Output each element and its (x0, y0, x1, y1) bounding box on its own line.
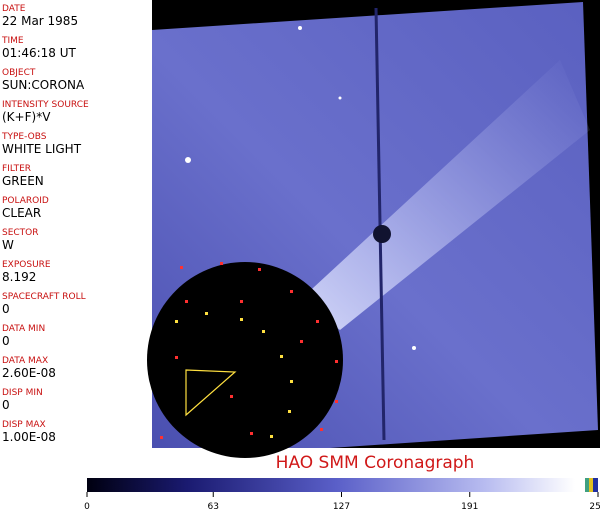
occulter (147, 262, 343, 458)
pylon (374, 7, 386, 441)
colorbar-end (593, 478, 598, 492)
star (298, 26, 302, 30)
field-label: DATA MAX (2, 356, 48, 366)
title: HAO SMM Coronagraph (276, 453, 475, 473)
field-value: 2.60E-08 (2, 366, 56, 380)
field-label: EXPOSURE (2, 260, 51, 270)
streamer (300, 60, 590, 330)
field-label: POLAROID (2, 196, 49, 206)
field-value: 1.00E-08 (2, 430, 56, 444)
field-value: 0 (2, 398, 10, 412)
colorbar-end (589, 478, 593, 492)
colorbar-end (585, 478, 589, 492)
field-label: TIME (1, 36, 24, 46)
field-label: OBJECT (2, 68, 36, 78)
star (338, 96, 342, 100)
field-value: 0 (2, 302, 10, 316)
field-value: GREEN (2, 174, 44, 188)
field-label: FILTER (2, 164, 31, 174)
field-value: 0 (2, 334, 10, 348)
spot (373, 225, 391, 243)
field-label: DATA MIN (2, 324, 45, 334)
field-label: SPACECRAFT ROLL (2, 292, 86, 302)
tick-label: 191 (461, 502, 478, 512)
markers-yellow (175, 312, 293, 438)
field-value: WHITE LIGHT (2, 142, 82, 156)
field-label: SECTOR (2, 228, 39, 238)
field-value: 22 Mar 1985 (2, 14, 78, 28)
field-value: 8.192 (2, 270, 36, 284)
star (185, 157, 191, 163)
markers (160, 262, 338, 439)
tick-label: 0 (84, 502, 90, 512)
field-label: DISP MAX (2, 420, 46, 430)
field-value: W (2, 238, 14, 252)
colorbar-ticks: 0 63 127 191 255 (84, 492, 600, 512)
field-label: INTENSITY SOURCE (2, 100, 89, 110)
field-label: DATE (2, 4, 26, 14)
field-label: DISP MIN (2, 388, 43, 398)
field-value: CLEAR (2, 206, 41, 220)
region-outline (185, 369, 237, 417)
field-value: SUN:CORONA (2, 78, 85, 92)
star (412, 346, 416, 350)
field-label: TYPE-OBS (1, 132, 47, 142)
colorbar (87, 478, 585, 492)
tick-label: 63 (208, 502, 219, 512)
tick-label: 127 (333, 502, 350, 512)
field-value: 01:46:18 UT (2, 46, 76, 60)
field-value: (K+F)*V (2, 110, 51, 124)
tick-label: 255 (589, 502, 600, 512)
